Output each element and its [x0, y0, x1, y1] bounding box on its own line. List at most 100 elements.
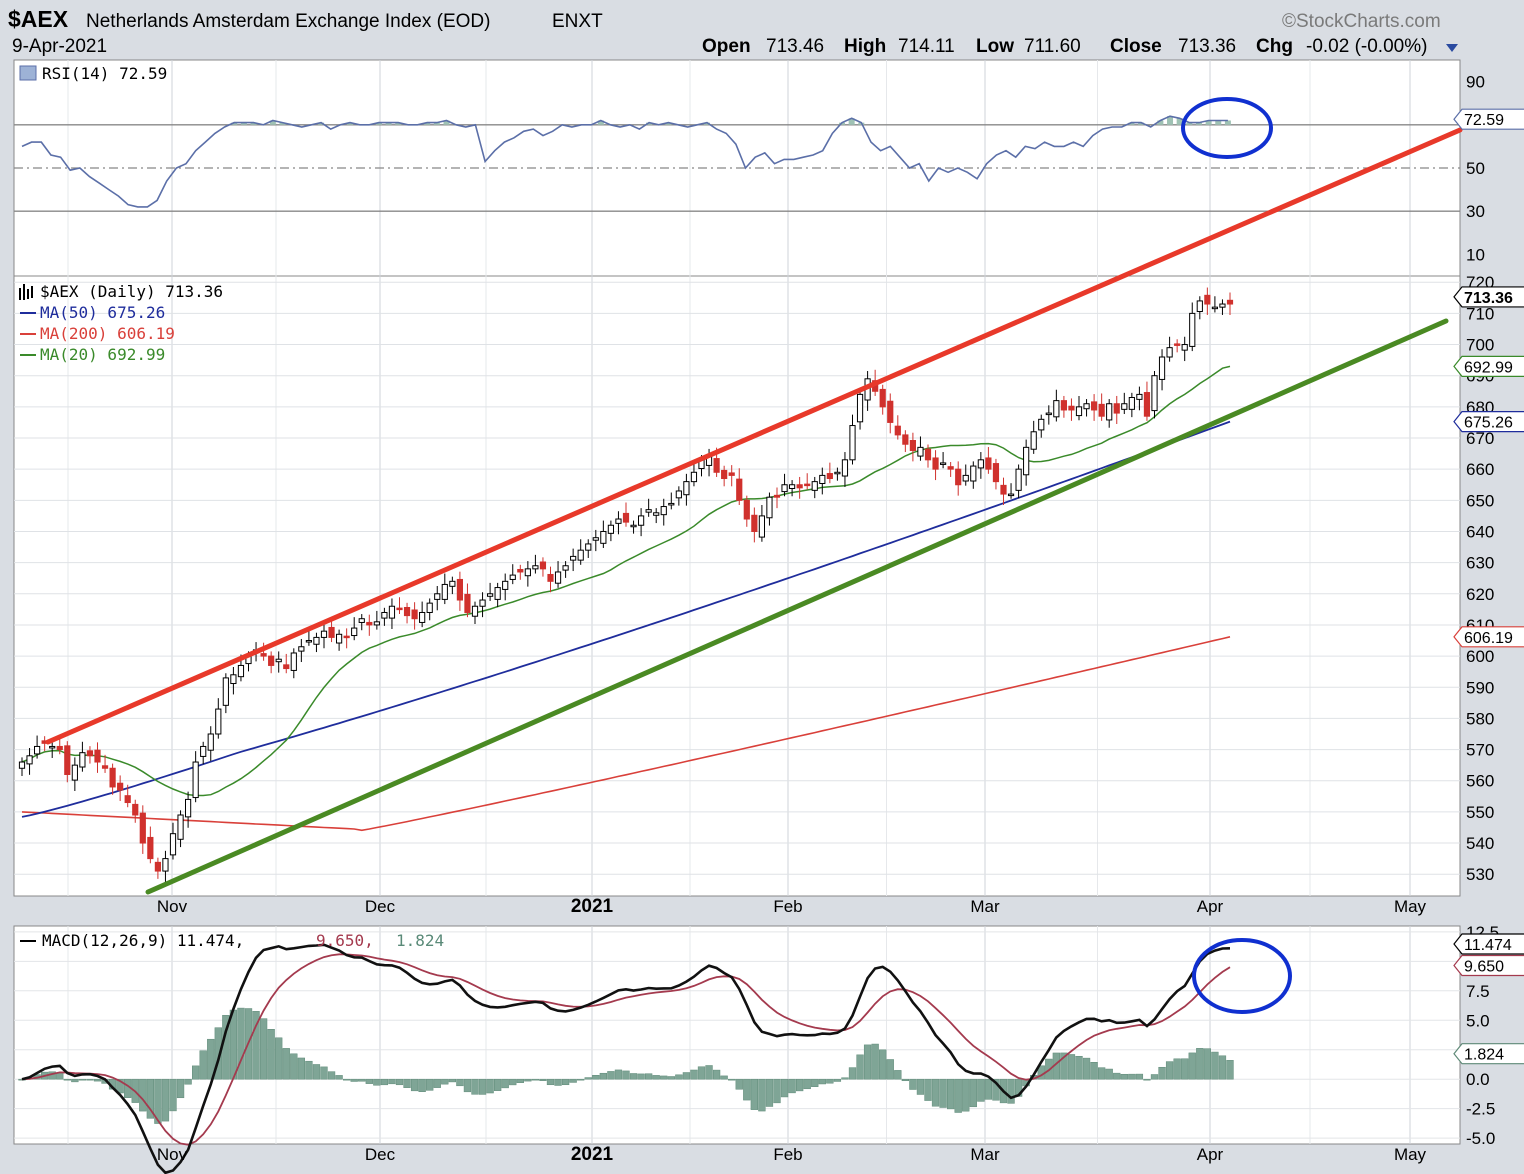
rsi-overbought-fill [703, 122, 710, 125]
rsi-overbought-fill [665, 122, 672, 125]
candle-body [1000, 484, 1007, 495]
macd-histogram-bar [947, 1078, 955, 1110]
macd-histogram-bar [471, 1078, 479, 1095]
macd-ytick: 0.0 [1466, 1070, 1490, 1089]
candle-body [230, 674, 237, 685]
rsi-value-tag: 72.59 [1453, 108, 1524, 130]
candle-body [1113, 403, 1120, 414]
price-ytick: 530 [1466, 865, 1494, 884]
macd-histogram-bar [954, 1078, 962, 1113]
macd-histogram-bar [380, 1078, 389, 1086]
candle-body [940, 462, 947, 465]
triangle-down-icon[interactable] [1446, 44, 1458, 52]
macd-histogram-bar [856, 1054, 864, 1080]
price-ytick: 540 [1466, 834, 1494, 853]
macd-histogram-bar [282, 1048, 290, 1080]
ma20-value-tag: 692.99 [1453, 355, 1524, 377]
signal-value-tag: 9.650 [1453, 954, 1524, 977]
rsi-overbought-fill [443, 120, 450, 125]
candle-body [728, 472, 735, 476]
candle-body [1045, 412, 1052, 416]
macd-histogram-bar [441, 1078, 449, 1085]
price-ytick: 550 [1466, 803, 1494, 822]
price-legend-text: $AEX (Daily) 713.36 [40, 282, 223, 301]
macd-histogram-bar [667, 1076, 675, 1080]
candle-body [388, 605, 396, 619]
candle-body [1189, 312, 1196, 347]
candle-body [139, 812, 146, 844]
macd-histogram-bar [841, 1077, 849, 1080]
macd-histogram-bar [577, 1078, 585, 1081]
macd-histogram-bar [758, 1078, 766, 1112]
macd-histogram-bar [546, 1078, 555, 1086]
macd-histogram-bar [569, 1078, 577, 1083]
macd-histogram-bar [962, 1078, 970, 1112]
rsi-overbought-fill [269, 120, 276, 125]
candle-body [86, 750, 94, 757]
rsi-value-tag-text: 72.59 [1464, 112, 1504, 129]
rsi-value-tag-shape [1453, 108, 1524, 130]
candle-body [1106, 403, 1113, 421]
high-label: High [844, 36, 886, 57]
candle-body [668, 502, 675, 506]
candle-body [615, 518, 622, 524]
candle-body [215, 708, 222, 735]
hist-value-tag-shape [1453, 1043, 1524, 1065]
candle-body [509, 574, 516, 580]
macd-histogram-bar [86, 1078, 94, 1081]
rsi-overbought-fill [240, 122, 247, 125]
candle-body [1174, 343, 1181, 346]
macd-histogram-bar [327, 1071, 336, 1080]
candle-body [713, 458, 720, 473]
macd-histogram-bar [592, 1075, 600, 1080]
macd-histogram-bar [1181, 1058, 1189, 1080]
ma200-line [21, 636, 1231, 832]
x-axis-label: Feb [773, 897, 802, 916]
macd-histogram-bar [811, 1078, 819, 1087]
macd-histogram-bar [992, 1078, 1000, 1101]
candle-body [1068, 405, 1075, 411]
price-ytick: 640 [1466, 522, 1494, 541]
rsi-legend-icon [19, 65, 37, 81]
macd-histogram-bar [607, 1071, 615, 1080]
candle-body [313, 636, 320, 645]
candle-body [200, 745, 207, 757]
macd-histogram-bar [267, 1029, 275, 1080]
macd-histogram-bar [879, 1049, 887, 1080]
macd-signal-line [21, 953, 1231, 1146]
price-ytick: 630 [1466, 554, 1494, 573]
macd-histogram-bar [358, 1078, 366, 1082]
macd-histogram-bar [735, 1078, 743, 1090]
price-ytick: 710 [1466, 304, 1494, 323]
candle-body [992, 463, 1000, 483]
stockcharts-logo[interactable]: ©StockCharts.com [1282, 11, 1441, 32]
macd-histogram-bar [305, 1060, 313, 1080]
candle-body [1166, 347, 1173, 358]
candle-body [1196, 300, 1203, 313]
candle-body [856, 393, 864, 423]
close-value-tag: 713.36 [1453, 286, 1524, 308]
macd-highlight-circle [1192, 938, 1292, 1014]
rsi-overbought-fill [318, 122, 325, 125]
candle-body [381, 611, 388, 619]
macd-layer [18, 938, 1292, 1174]
macd-histogram-bar [599, 1072, 608, 1080]
macd-histogram-bar [297, 1057, 306, 1080]
x-axis-label: 2021 [571, 896, 614, 917]
macd-histogram-bar [901, 1078, 910, 1082]
macd-histogram-bar [1128, 1073, 1136, 1080]
axis-layer: 9050301072071070069068067066065064063062… [157, 73, 1524, 1165]
x-axis-label: Dec [365, 1145, 396, 1164]
macd-histogram-bar [1150, 1074, 1159, 1080]
candle-body [751, 514, 758, 532]
candle-body [955, 468, 962, 486]
macd-histogram-bar [1165, 1061, 1174, 1080]
price-ytick: 650 [1466, 491, 1494, 510]
macd-histogram-bar [388, 1078, 396, 1085]
close-value: 713.36 [1178, 36, 1236, 57]
x-axis-label: Apr [1197, 897, 1224, 916]
index-name: Netherlands Amsterdam Exchange Index (EO… [86, 11, 490, 32]
low-value: 711.60 [1024, 36, 1081, 57]
candle-body [456, 578, 463, 601]
candle-body [1053, 400, 1060, 418]
